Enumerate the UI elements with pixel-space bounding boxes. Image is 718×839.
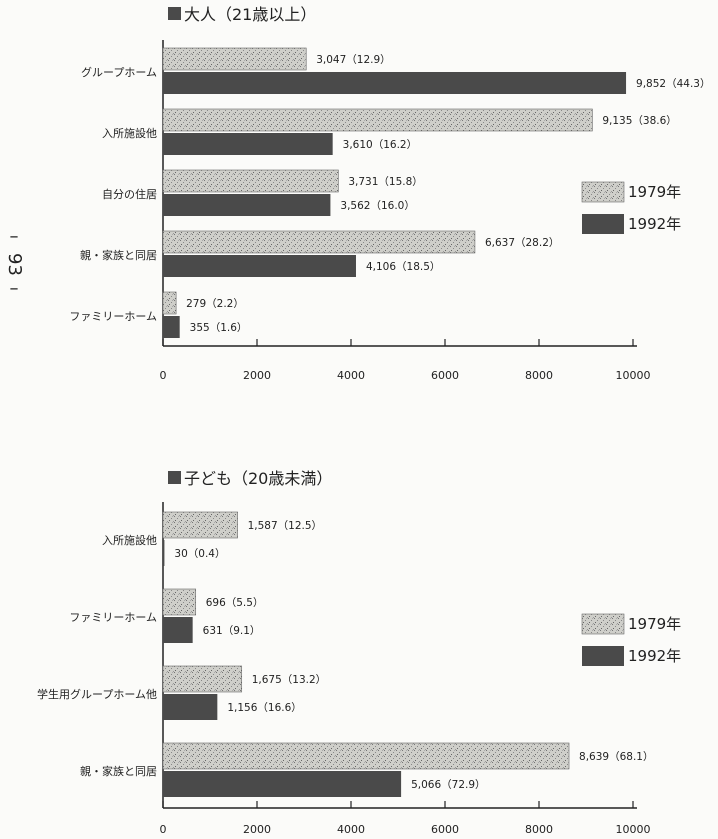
bar-1979: [162, 291, 177, 315]
bar-1979: [162, 108, 593, 132]
bar-1992: [163, 72, 627, 94]
data-label: 4,106（18.5）: [366, 261, 440, 273]
legend-label: 1979年: [628, 615, 681, 633]
title-square-icon: [168, 471, 181, 484]
page-number: – 93 –: [4, 226, 25, 299]
bar-1992: [163, 617, 193, 643]
x-tick-label: 6000: [431, 823, 459, 836]
page-number-dash-bottom: –: [9, 278, 19, 299]
chart-1: 大人（21歳以上） 0 2000 4000 6000 8000 10000 グループホーム 3,…: [69, 5, 710, 382]
data-label: 1,587（12.5）: [248, 520, 322, 532]
page-number-dash-top: –: [9, 226, 19, 247]
bar-1992: [163, 694, 218, 720]
data-label: 6,637（28.2）: [485, 237, 559, 249]
bar-1992: [163, 194, 331, 216]
chart-2: 子ども（20歳未満） 0 2000 4000 6000 8000 10000 入所施設他 1,5…: [37, 469, 681, 836]
x-tick-label: 6000: [431, 369, 459, 382]
bar-1979: [162, 169, 339, 193]
legend-swatch-1992: [582, 646, 624, 666]
x-tick-label: 8000: [525, 369, 553, 382]
x-tick-label: 10000: [616, 369, 651, 382]
data-label: 30（0.4）: [174, 548, 225, 560]
chart-title: 大人（21歳以上）: [184, 5, 316, 24]
bar-1992: [163, 540, 165, 566]
legend-swatch-1979: [581, 181, 625, 203]
legend-swatch-1992: [582, 214, 624, 234]
data-label: 1,675（13.2）: [252, 674, 326, 686]
x-tick-label: 4000: [337, 369, 365, 382]
category-label: ファミリーホーム: [69, 611, 157, 624]
x-tick-label: 2000: [243, 823, 271, 836]
title-square-icon: [168, 7, 181, 20]
data-label: 3,047（12.9）: [316, 54, 390, 66]
category-label: 親・家族と同居: [80, 764, 157, 778]
bar-1992: [163, 316, 180, 338]
bar-1979: [162, 230, 476, 254]
legend-label: 1992年: [628, 647, 681, 665]
category-label: 親・家族と同居: [80, 248, 157, 262]
category-label: 自分の住居: [102, 187, 157, 201]
bar-1992: [163, 255, 356, 277]
x-tick-label: 8000: [525, 823, 553, 836]
category-label: 学生用グループホーム他: [37, 687, 157, 701]
x-tick-label: 0: [160, 823, 167, 836]
chart-title: 子ども（20歳未満）: [184, 469, 332, 488]
data-label: 9,852（44.3）: [636, 78, 710, 90]
data-label: 696（5.5）: [206, 597, 264, 609]
category-label: ファミリーホーム: [69, 310, 157, 323]
bar-1992: [163, 771, 402, 797]
x-tick-label: 4000: [337, 823, 365, 836]
bar-1979: [162, 742, 570, 770]
category-label: 入所施設他: [102, 533, 157, 547]
data-label: 631（9.1）: [203, 625, 261, 637]
x-tick-label: 2000: [243, 369, 271, 382]
data-label: 3,731（15.8）: [348, 176, 422, 188]
bar-1979: [162, 47, 307, 71]
legend-swatch-1979: [581, 613, 625, 635]
x-tick-label: 10000: [616, 823, 651, 836]
legend-label: 1979年: [628, 183, 681, 201]
data-label: 9,135（38.6）: [602, 115, 676, 127]
data-label: 5,066（72.9）: [411, 779, 485, 791]
category-label: 入所施設他: [102, 126, 157, 140]
data-label: 8,639（68.1）: [579, 751, 653, 763]
bar-1979: [162, 511, 238, 539]
bar-1979: [162, 588, 197, 616]
x-tick-label: 0: [160, 369, 167, 382]
data-label: 3,562（16.0）: [340, 200, 414, 212]
data-label: 279（2.2）: [186, 298, 244, 310]
data-label: 355（1.6）: [190, 322, 248, 334]
data-label: 3,610（16.2）: [343, 139, 417, 151]
bar-1979: [162, 665, 243, 693]
category-label: グループホーム: [81, 65, 157, 79]
bar-1992: [163, 133, 333, 155]
legend-label: 1992年: [628, 215, 681, 233]
data-label: 1,156（16.6）: [227, 702, 301, 714]
